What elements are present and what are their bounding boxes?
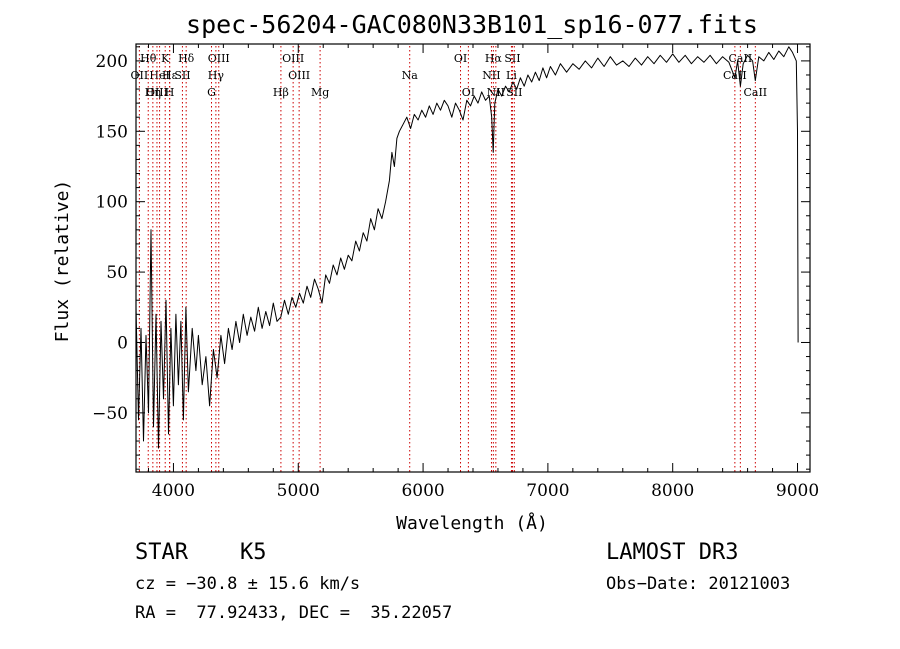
line-marker-label: NII [482,69,500,82]
line-marker-label: CaII [729,52,753,65]
line-marker-label: SII [174,69,190,82]
object-class: STAR [135,540,188,565]
x-axis-label: Wavelength (Å) [396,512,548,534]
y-axis-label: Flux (relative) [52,180,73,343]
y-tick-label: −50 [92,404,128,424]
line-markers: Hθ K Hδ OII HeI SII OIII Hγ G OIII OIII Hβ Mg Na OI OI H… [131,46,767,472]
line-marker-label: G [207,86,216,99]
y-tick-label: 50 [106,263,128,283]
obs-date: Obs−Date: 20121003 [606,574,791,594]
x-tick-label: 4000 [152,481,195,501]
line-marker-label: OIII [146,86,168,99]
line-marker-label: K [161,52,170,65]
axes: 4000 5000 6000 7000 8000 9000 −50 0 50 100 150 200 [92,44,819,501]
line-marker-label: Na [402,69,419,82]
line-marker-label: Mg [311,86,329,99]
y-tick-label: 200 [96,52,128,72]
plot-frame [135,43,811,473]
line-marker-label: OI [462,86,475,99]
y-tick-label: 0 [117,333,128,353]
flux-line [135,46,799,449]
y-tick-label: 150 [96,122,128,142]
x-tick-label: 6000 [401,481,444,501]
redshift-text: cz = −30.8 ± 15.6 km/s [135,574,361,594]
chart-title: spec-56204-GAC080N33B101_sp16-077.fits [186,10,758,39]
line-marker-label: OIII [208,52,230,65]
line-marker-label: Hθ [140,52,157,65]
line-marker-label: Hα [485,52,503,65]
y-tick-label: 100 [96,193,128,213]
survey-name: LAMOST DR3 [606,540,739,565]
line-marker-label: Hη [145,86,161,99]
x-tick-label: 8000 [651,481,694,501]
x-tick-label: 9000 [776,481,819,501]
line-marker-label: H [165,86,175,99]
line-marker-label: Hδ [178,52,195,65]
line-marker-label: CaII [743,86,767,99]
line-marker-label: Hγ [208,69,225,82]
line-marker-label: NII [487,86,505,99]
x-tick-label: 5000 [277,481,320,501]
line-marker-label: OIII [282,52,304,65]
x-tick-label: 7000 [526,481,569,501]
line-marker-label: Hε [162,69,178,82]
line-marker-label: SII [506,86,522,99]
flux-series [135,46,799,449]
coords-text: RA = 77.92433, DEC = 35.22057 [135,603,453,623]
line-marker-label: OI [454,52,467,65]
line-marker-label: Li [506,69,517,82]
line-marker-label: OII [131,69,149,82]
line-marker-label: HeI [149,69,169,82]
line-marker-label: OIII [288,69,310,82]
object-subclass: K5 [240,540,267,565]
line-marker-label: SII [504,52,520,65]
line-marker-label: Hβ [273,86,289,99]
